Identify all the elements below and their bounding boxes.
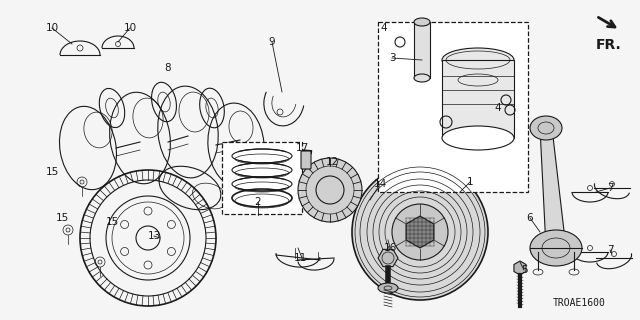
- FancyBboxPatch shape: [378, 22, 528, 192]
- Ellipse shape: [442, 126, 514, 150]
- FancyBboxPatch shape: [222, 142, 302, 214]
- Text: 6: 6: [527, 213, 533, 223]
- Text: 16: 16: [383, 243, 397, 253]
- Circle shape: [392, 204, 448, 260]
- Text: 5: 5: [521, 265, 527, 275]
- Text: TROAE1600: TROAE1600: [553, 298, 606, 308]
- Text: 15: 15: [45, 167, 59, 177]
- Text: 12: 12: [325, 157, 339, 167]
- Text: 1: 1: [467, 177, 474, 187]
- Circle shape: [298, 158, 362, 222]
- Text: 13: 13: [147, 231, 161, 241]
- Ellipse shape: [530, 230, 582, 266]
- Circle shape: [352, 164, 488, 300]
- Text: FR.: FR.: [596, 38, 621, 52]
- Text: 4: 4: [495, 103, 501, 113]
- FancyBboxPatch shape: [301, 151, 311, 169]
- Ellipse shape: [414, 74, 430, 82]
- Ellipse shape: [414, 18, 430, 26]
- Text: 2: 2: [255, 197, 261, 207]
- Text: 11: 11: [293, 253, 307, 263]
- Polygon shape: [540, 128, 566, 248]
- Text: 15: 15: [56, 213, 68, 223]
- Text: 7: 7: [607, 245, 613, 255]
- Ellipse shape: [442, 48, 514, 72]
- Bar: [414, 22, 430, 78]
- Text: 14: 14: [373, 179, 387, 189]
- Polygon shape: [514, 261, 526, 275]
- Bar: [442, 60, 514, 138]
- Text: 17: 17: [296, 143, 308, 153]
- Text: 9: 9: [269, 37, 275, 47]
- Text: 15: 15: [106, 217, 118, 227]
- Text: 3: 3: [388, 53, 396, 63]
- Text: 4: 4: [381, 23, 387, 33]
- Polygon shape: [406, 216, 434, 248]
- Ellipse shape: [530, 116, 562, 140]
- Text: 7: 7: [607, 183, 613, 193]
- Ellipse shape: [378, 283, 398, 293]
- Text: 8: 8: [164, 63, 172, 73]
- Text: 10: 10: [124, 23, 136, 33]
- Text: 10: 10: [45, 23, 59, 33]
- Polygon shape: [378, 249, 398, 267]
